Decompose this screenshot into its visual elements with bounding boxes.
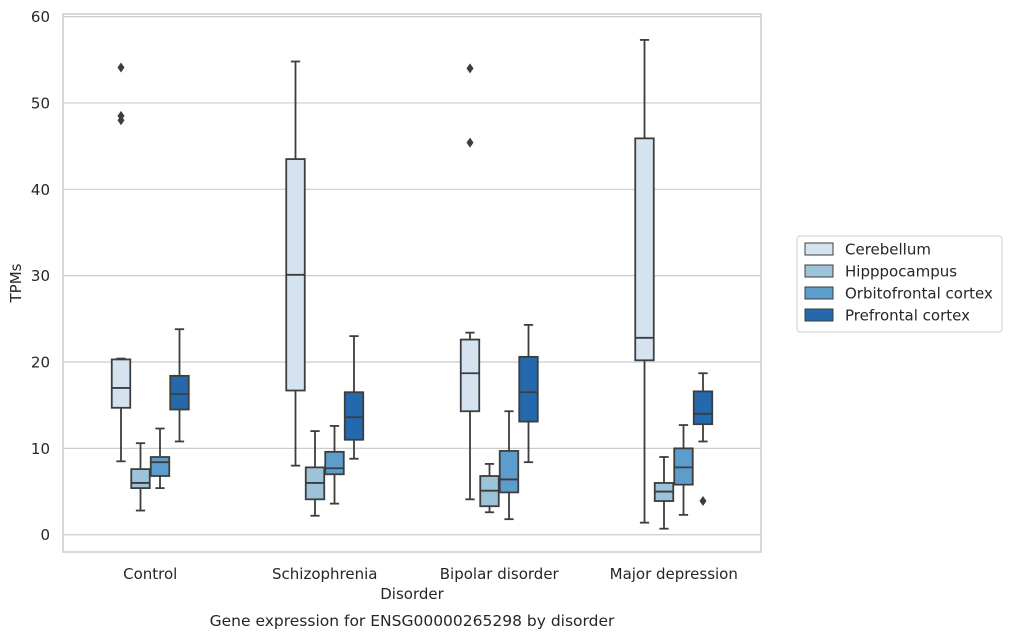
box-3-2 [518,323,539,464]
legend-label: Orbitofrontal cortex [845,285,993,303]
legend-swatch [804,264,834,278]
outlier-point [699,496,707,507]
box-3-3 [692,372,714,507]
box-iqr [498,450,520,494]
legend-label: Cerebellum [845,241,931,259]
box-3-1 [343,335,365,460]
box-0-3 [634,39,655,524]
box-0-1 [285,60,306,467]
y-tick-label: 30 [31,267,50,285]
box-iqr [343,391,365,441]
box-iqr [169,374,190,411]
box-iqr [130,468,151,489]
box-2-3 [673,424,694,516]
y-tick-label: 0 [40,526,50,544]
outlier-point [117,62,125,73]
x-tick-label: Schizophrenia [272,565,377,583]
legend-swatch [804,286,834,300]
y-tick-label: 50 [31,94,50,112]
y-tick-label: 10 [31,440,50,458]
y-tick-label: 60 [31,8,50,26]
x-axis-label: Disorder [380,585,444,603]
box-1-2 [479,463,500,514]
x-tick-label: Bipolar disorder [440,565,560,583]
box-0-2 [459,63,481,501]
box-1-0 [130,442,151,512]
y-tick-label: 40 [31,181,50,199]
legend-label: Hipppocampus [845,263,957,281]
x-tick-label: Control [123,565,177,583]
y-axis-label: TPMs [7,263,25,303]
x-axis-ticks: Control Schizophrenia Bipolar disorder Majo… [123,565,738,583]
box-2-2 [498,410,520,521]
box-iqr [149,456,171,477]
box-1-3 [653,456,675,530]
box-iqr [459,338,481,413]
box-2-0 [149,427,171,489]
box-1-1 [304,430,326,517]
box-0-0 [110,62,132,463]
legend-frame [796,235,1003,333]
outlier-point [466,63,474,74]
legend-label: Prefrontal cortex [845,307,970,325]
box-iqr [110,358,132,409]
chart-caption: Gene expression for ENSG00000265298 by d… [210,612,615,630]
box-iqr [518,355,539,423]
legend-swatch [804,308,834,322]
box-iqr [692,390,714,426]
legend: Cerebellum Hipppocampus Orbitofrontal cort… [796,235,1003,333]
box-iqr [324,450,345,476]
outlier-point [117,110,125,121]
box-2-1 [324,425,345,505]
box-3-0 [169,328,190,443]
y-axis-ticks: 0 10 20 30 40 50 60 [31,8,50,544]
x-tick-label: Major depression [610,565,738,583]
legend-swatch [804,242,834,256]
outlier-point [466,137,474,148]
box-iqr [634,137,655,362]
box-series [110,39,714,530]
y-tick-label: 20 [31,354,50,372]
